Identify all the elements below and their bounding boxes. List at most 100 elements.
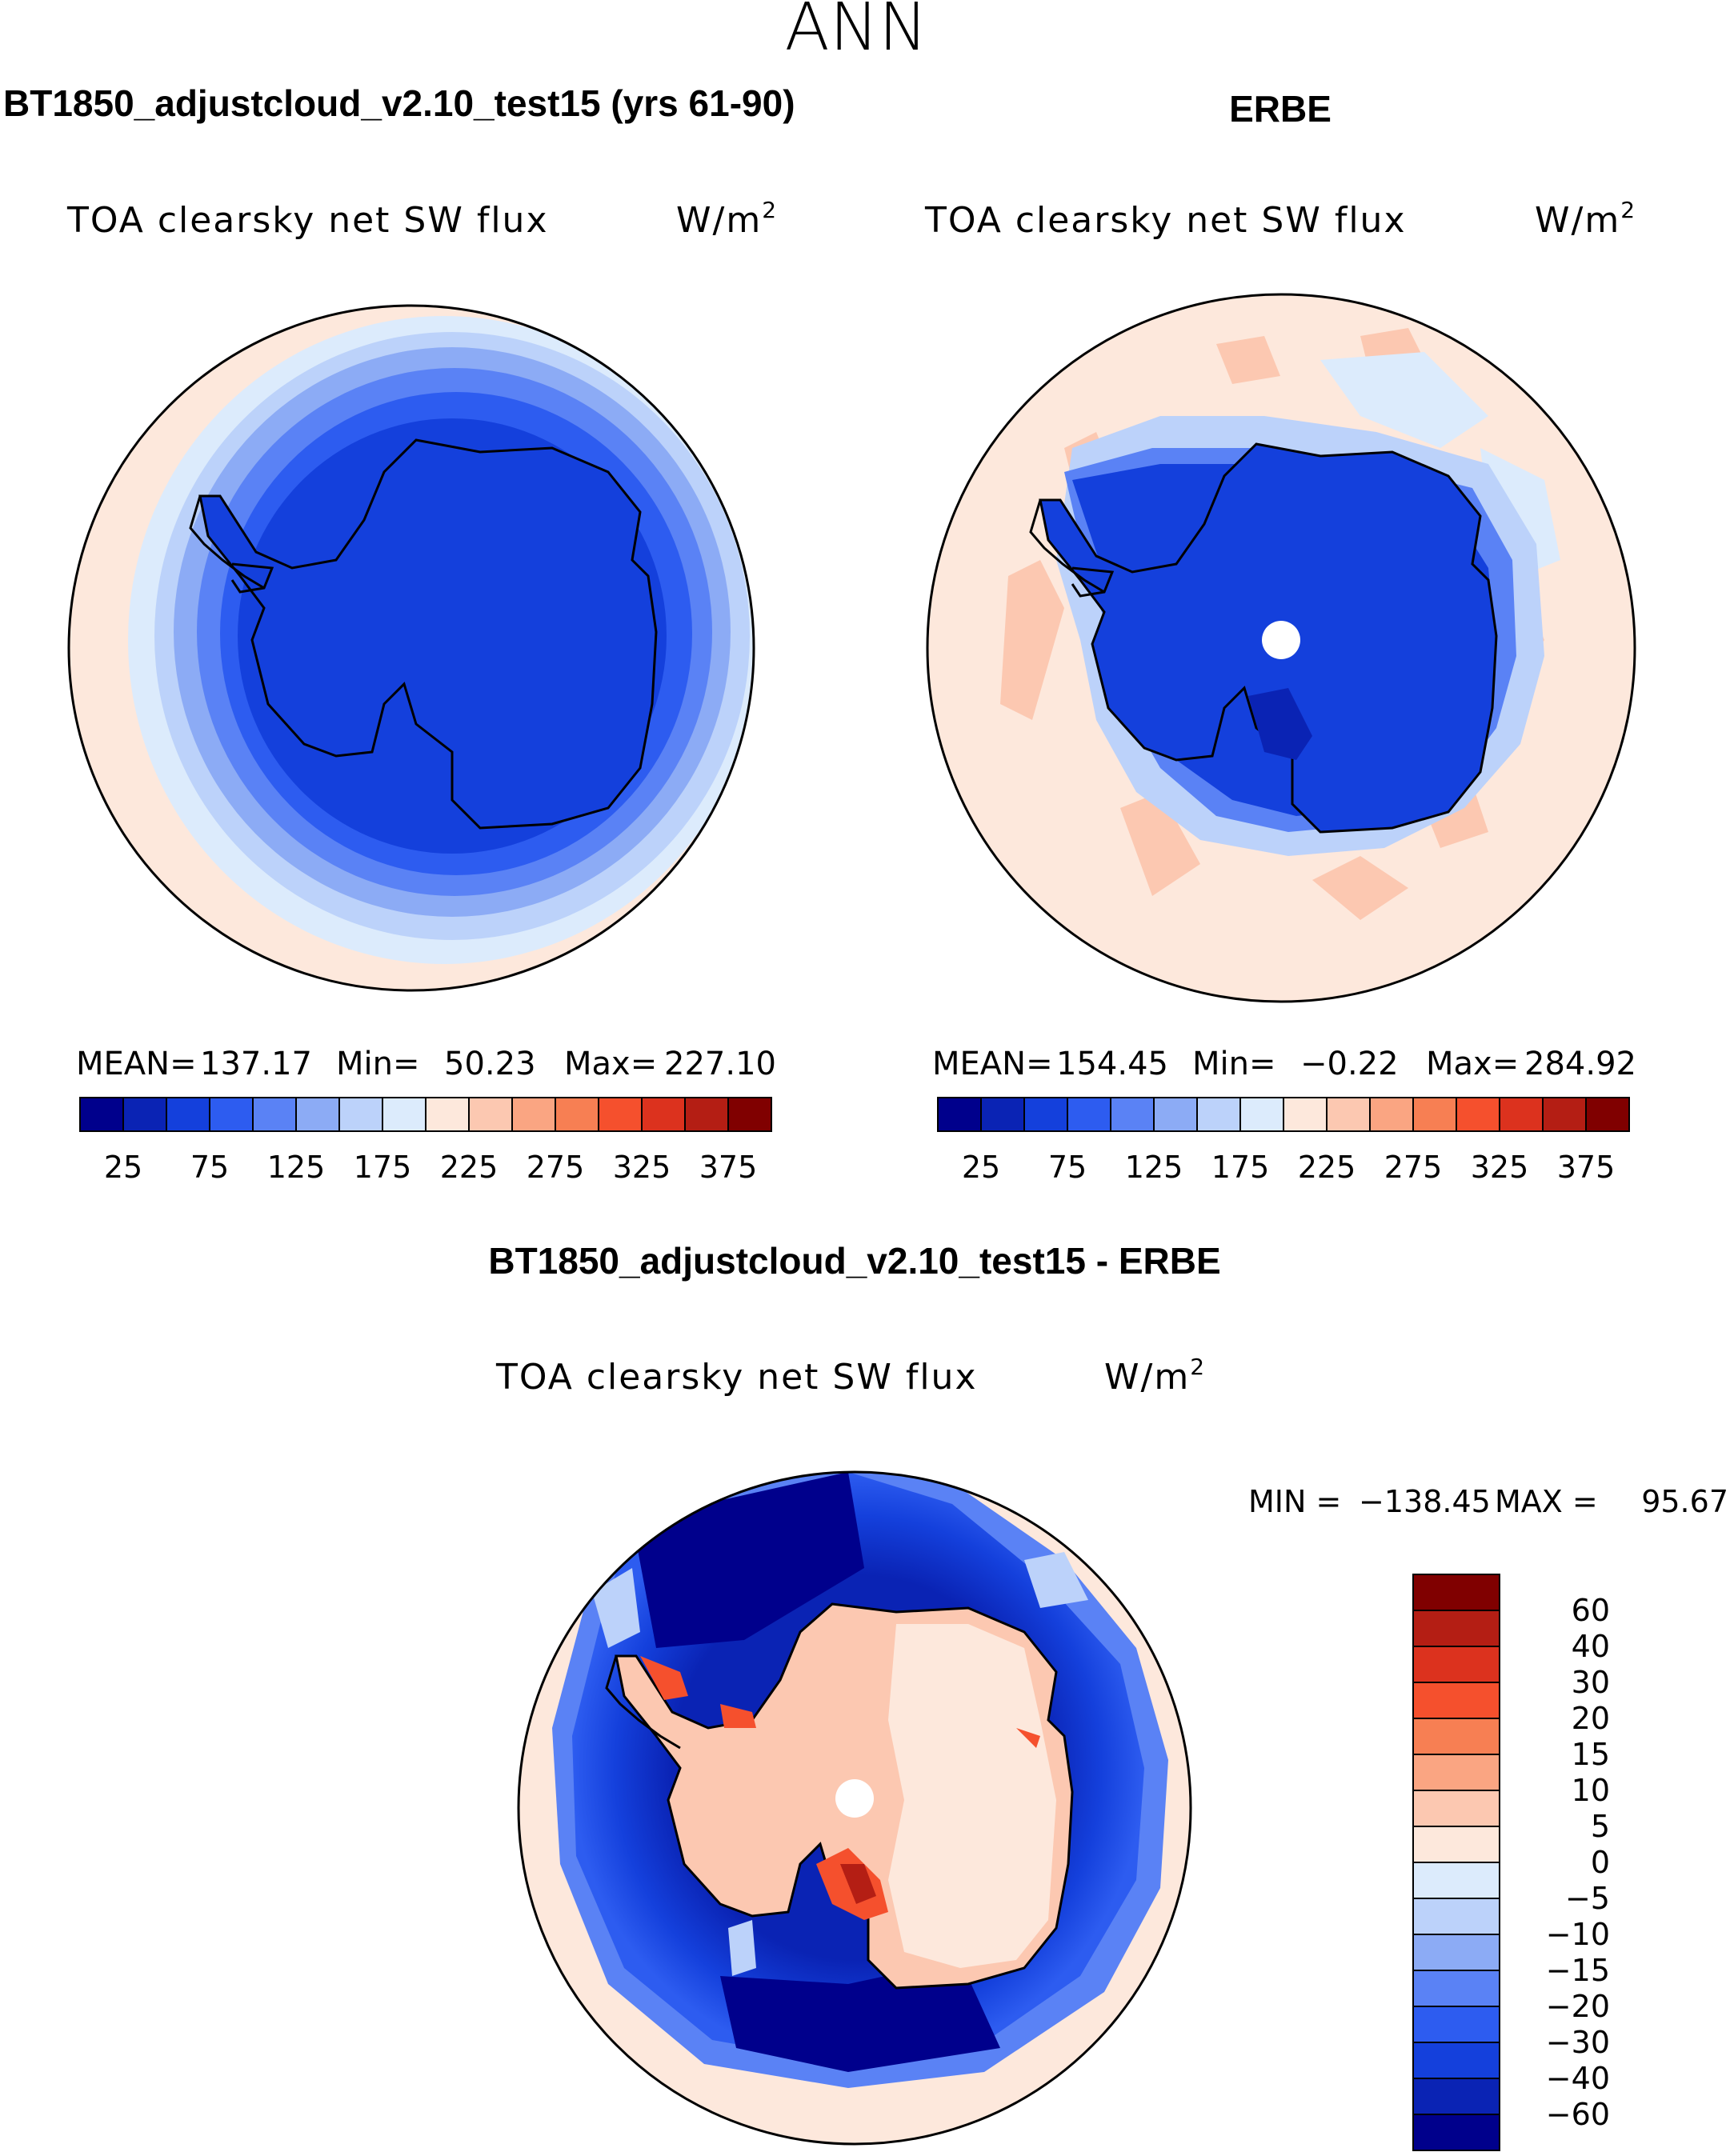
colorbar-swatch <box>1067 1097 1111 1132</box>
colorbar-swatch <box>1023 1097 1068 1132</box>
colorbar-swatch <box>1412 1970 1500 2007</box>
colorbar-swatch <box>641 1097 686 1132</box>
colorbar-swatch <box>209 1097 254 1132</box>
colorbar-swatch <box>937 1097 982 1132</box>
colorbar-swatch <box>425 1097 470 1132</box>
colorbar-tick-label: 0 <box>1591 1845 1610 1880</box>
colorbar-swatch <box>122 1097 167 1132</box>
panel-obs-max-value: 284.92 <box>1524 1046 1636 1082</box>
colorbar-tick-label: −15 <box>1546 1953 1610 1988</box>
colorbar-swatch <box>1412 2114 1500 2151</box>
antarctic-peninsula <box>189 495 265 590</box>
colorbar-tick-label: 325 <box>1471 1150 1529 1185</box>
colorbar-tick-label: 275 <box>527 1150 585 1185</box>
panel-obs-units: W/m2 <box>1535 197 1636 241</box>
colorbar-tick-label: 25 <box>104 1150 142 1185</box>
colorbar-tick-label: 225 <box>1298 1150 1356 1185</box>
panel-obs-contour <box>1248 688 1312 760</box>
colorbar-tick-label: 20 <box>1572 1701 1610 1736</box>
colorbar-tick-label: −5 <box>1565 1881 1610 1916</box>
panel-obs-mean-value: 154.45 <box>1056 1046 1168 1082</box>
antarctic-peninsula <box>605 1655 681 1750</box>
colorbar-tick-label: −40 <box>1546 2061 1610 2096</box>
panel-diff: BT1850_adjustcloud_v2.10_test15 - ERBE T… <box>488 1240 1728 2151</box>
colorbar-tick-label: 125 <box>267 1150 326 1185</box>
panel-model-max-value: 227.10 <box>664 1046 776 1082</box>
colorbar-swatch <box>1412 1574 1500 1611</box>
panel-model-min-value: 50.23 <box>444 1046 536 1082</box>
panel-diff-map-border <box>517 1470 1192 2146</box>
colorbar-swatch <box>598 1097 643 1132</box>
panel-model-min-label: Min= <box>336 1046 420 1082</box>
colorbar-swatch <box>1412 1862 1500 1899</box>
colorbar-swatch <box>382 1097 426 1132</box>
panel-diff-patches <box>840 1864 876 1904</box>
colorbar-swatch <box>1369 1097 1414 1132</box>
weddell-sea-outline <box>1071 566 1115 598</box>
colorbar-tick-label: 125 <box>1125 1150 1183 1185</box>
panel-diff-max-value: 95.67 <box>1641 1484 1728 1519</box>
panel-diff-units: W/m2 <box>1104 1354 1206 1398</box>
colorbar-tick-label: −60 <box>1546 2097 1610 2132</box>
colorbar-swatch <box>684 1097 729 1132</box>
panel-model-title: BT1850_adjustcloud_v2.10_test15 (yrs 61-… <box>3 82 795 124</box>
colorbar-tick-label: 325 <box>613 1150 671 1185</box>
colorbar-swatch <box>338 1097 383 1132</box>
panel-diff-map <box>519 1472 1191 2144</box>
panel-obs-min-label: Min= <box>1192 1046 1276 1082</box>
colorbar-swatch <box>980 1097 1025 1132</box>
colorbar-swatch <box>1456 1097 1500 1132</box>
panel-obs-min-value: −0.22 <box>1300 1046 1399 1082</box>
season-title: ANN <box>785 0 928 66</box>
colorbar-swatch <box>1110 1097 1155 1132</box>
colorbar-swatch <box>1412 1610 1500 1647</box>
panel-model: BT1850_adjustcloud_v2.10_test15 (yrs 61-… <box>3 82 795 1185</box>
colorbar-tick-label: 60 <box>1572 1593 1610 1628</box>
colorbar-swatch <box>1196 1097 1241 1132</box>
colorbar-swatch <box>79 1097 124 1132</box>
panel-model-map-border <box>67 304 755 992</box>
colorbar-swatch <box>1326 1097 1371 1132</box>
panel-obs-map <box>927 294 1635 1002</box>
colorbar-swatch <box>166 1097 210 1132</box>
colorbar-tick-label: −10 <box>1546 1917 1610 1952</box>
colorbar-tick-label: 25 <box>962 1150 1000 1185</box>
colorbar-tick-label: 75 <box>190 1150 229 1185</box>
colorbar-tick-label: 225 <box>440 1150 499 1185</box>
colorbar-swatch <box>1412 1934 1500 1971</box>
panel-obs: ERBE TOA clearsky net SW flux W/m2 <box>924 88 1636 1185</box>
colorbar-tick-label: 5 <box>1591 1809 1610 1844</box>
panel-diff-patches <box>592 1552 1088 1976</box>
colorbar-swatch <box>1412 1826 1500 1863</box>
panel-diff-min-value: −138.45 <box>1359 1484 1491 1519</box>
colorbar-swatch <box>1585 1097 1630 1132</box>
panel-diff-variable: TOA clearsky net SW flux <box>495 1357 977 1398</box>
colorbar-swatch <box>1499 1097 1544 1132</box>
panel-model-units: W/m2 <box>676 197 778 241</box>
colorbar-tick-label: 75 <box>1048 1150 1087 1185</box>
colorbar-swatch <box>1412 1097 1457 1132</box>
colorbar-swatch <box>1412 1682 1500 1719</box>
panel-obs-variable: TOA clearsky net SW flux <box>924 200 1406 241</box>
colorbar-tick-label: 40 <box>1572 1629 1610 1664</box>
panel-obs-patches <box>1320 352 1560 576</box>
panel-diff-max-label: MAX = <box>1495 1484 1598 1519</box>
colorbar-tick-label: 15 <box>1572 1737 1610 1772</box>
panel-model-mean-label: MEAN= <box>76 1046 197 1082</box>
colorbar-tick-label: 175 <box>354 1150 412 1185</box>
weddell-sea-outline <box>230 562 274 594</box>
colorbar-swatch <box>1283 1097 1328 1132</box>
panel-diff-title: BT1850_adjustcloud_v2.10_test15 - ERBE <box>488 1240 1220 1282</box>
panel-obs-max-label: Max= <box>1426 1046 1519 1082</box>
colorbar-swatch <box>1412 1646 1500 1683</box>
colorbar-swatch <box>295 1097 340 1132</box>
panel-diff-contour <box>888 1624 1056 1968</box>
panel-obs-map-border <box>926 293 1636 1003</box>
colorbar-tick-label: 10 <box>1572 1773 1610 1808</box>
colorbar-swatch <box>1542 1097 1587 1132</box>
colorbar-swatch <box>1239 1097 1284 1132</box>
panel-obs-pole-gap <box>1262 621 1300 659</box>
colorbar-swatch <box>1412 1790 1500 1827</box>
